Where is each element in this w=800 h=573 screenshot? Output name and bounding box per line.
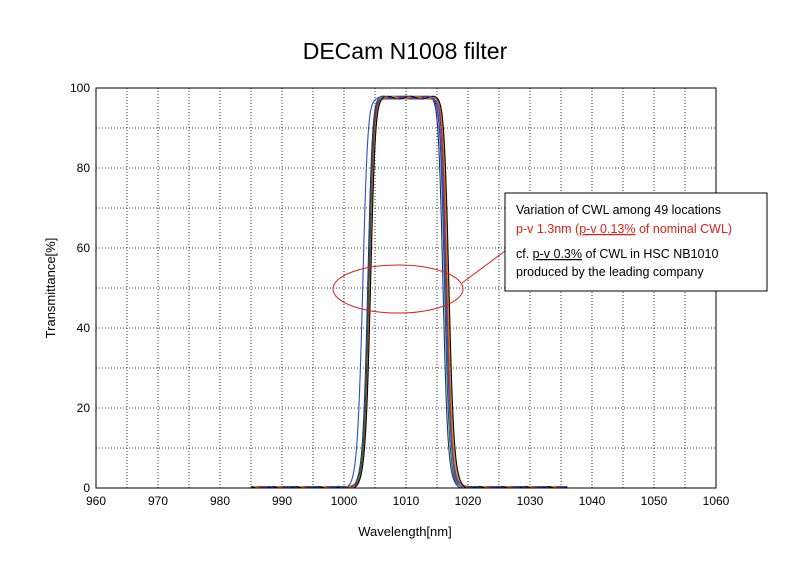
x-tick-label: 1030 bbox=[517, 494, 544, 508]
annotation-line-2: p-v 1.3nm (p-v 0.13% of nominal CWL) bbox=[516, 222, 732, 236]
x-tick-label: 960 bbox=[86, 494, 106, 508]
x-axis: 960 970 980 990 1000 1010 1020 1030 1040 1050 1060 bbox=[86, 494, 730, 508]
y-axis-label: Transmittance[%] bbox=[43, 238, 58, 339]
x-tick-label: 1050 bbox=[641, 494, 668, 508]
series-line bbox=[251, 95, 568, 489]
series-line bbox=[251, 95, 568, 489]
annotation-box bbox=[504, 192, 768, 292]
x-tick-label: 1060 bbox=[703, 494, 730, 508]
x-tick-label: 980 bbox=[210, 494, 230, 508]
x-tick-label: 1010 bbox=[393, 494, 420, 508]
annotation-line-3-underlined: p-v 0.3% bbox=[533, 247, 582, 261]
x-tick-label: 990 bbox=[272, 494, 292, 508]
highlight-ellipse bbox=[332, 264, 464, 314]
annotation-line-4: produced by the leading company bbox=[516, 265, 704, 279]
annotation-line-3-pre: cf. bbox=[516, 247, 533, 261]
series-line bbox=[250, 95, 568, 489]
series-line bbox=[250, 95, 568, 489]
series-line bbox=[250, 95, 568, 489]
plot-area bbox=[250, 95, 568, 489]
annotation-line-3-post: of CWL in HSC NB1010 bbox=[582, 247, 718, 261]
annotation-line-2-pre: p-v 1.3nm ( bbox=[516, 222, 580, 236]
annotation-line-1: Variation of CWL among 49 locations bbox=[516, 203, 721, 217]
chart-title: DECam N1008 filter bbox=[303, 38, 508, 64]
y-tick-label: 20 bbox=[77, 401, 91, 415]
x-tick-label: 1000 bbox=[331, 494, 358, 508]
y-tick-label: 100 bbox=[70, 81, 90, 95]
x-tick-label: 1040 bbox=[579, 494, 606, 508]
annotation-line-2-post: of nominal CWL) bbox=[636, 222, 733, 236]
annotation-leader-line bbox=[461, 250, 506, 284]
y-tick-label: 0 bbox=[83, 481, 90, 495]
annotation-line-3: cf. p-v 0.3% of CWL in HSC NB1010 bbox=[516, 247, 718, 261]
y-tick-label: 60 bbox=[77, 241, 91, 255]
y-tick-label: 80 bbox=[77, 161, 91, 175]
y-axis: 0 20 40 60 80 100 bbox=[70, 81, 90, 495]
x-tick-label: 970 bbox=[148, 494, 168, 508]
series-line bbox=[251, 95, 568, 489]
x-axis-label: Wavelength[nm] bbox=[358, 524, 451, 539]
y-tick-label: 40 bbox=[77, 321, 91, 335]
series-line bbox=[250, 95, 568, 489]
annotation-line-2-underlined: p-v 0.13% bbox=[579, 222, 635, 236]
x-tick-label: 1020 bbox=[455, 494, 482, 508]
